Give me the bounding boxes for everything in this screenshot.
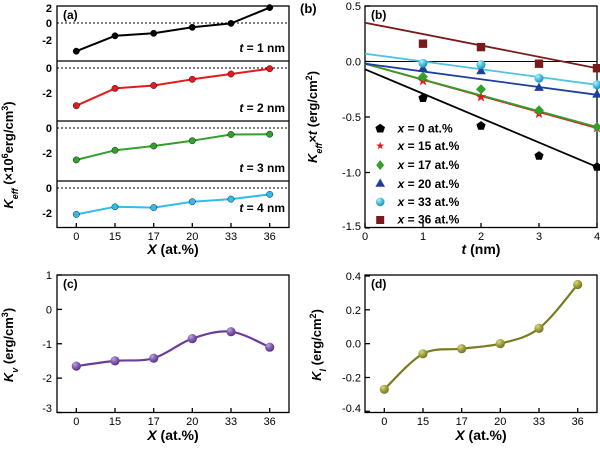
svg-text:36: 36 (264, 231, 276, 243)
svg-text:-2: -2 (42, 88, 52, 100)
svg-text:-2: -2 (42, 35, 52, 47)
svg-text:15: 15 (417, 416, 429, 428)
svg-text:x = 33 at.%: x = 33 at.% (397, 195, 460, 209)
svg-text:2: 2 (46, 3, 52, 15)
svg-text:1: 1 (46, 270, 52, 282)
svg-text:X (at.%): X (at.%) (146, 241, 198, 257)
svg-text:15: 15 (109, 416, 121, 428)
svg-text:x = 20 at.%: x = 20 at.% (397, 177, 460, 191)
svg-text:(c): (c) (63, 277, 78, 291)
svg-text:-1.5: -1.5 (342, 221, 361, 233)
svg-text:t = 1 nm: t = 1 nm (239, 41, 285, 55)
svg-text:1: 1 (420, 231, 426, 243)
svg-text:-2: -2 (42, 208, 52, 220)
svg-text:33: 33 (533, 416, 545, 428)
svg-text:0.0: 0.0 (346, 339, 361, 351)
svg-text:36: 36 (264, 416, 276, 428)
svg-text:0: 0 (46, 183, 52, 195)
svg-text:36: 36 (572, 416, 584, 428)
svg-text:X (at.%): X (at.%) (146, 427, 198, 443)
svg-text:t = 3 nm: t = 3 nm (239, 161, 285, 175)
svg-text:t = 4 nm: t = 4 nm (239, 201, 285, 215)
svg-text:0: 0 (46, 18, 52, 30)
svg-text:15: 15 (109, 231, 121, 243)
svg-text:t (nm): t (nm) (462, 241, 501, 257)
svg-text:0: 0 (73, 231, 79, 243)
svg-text:t = 2 nm: t = 2 nm (239, 101, 285, 115)
svg-text:(b): (b) (300, 1, 317, 16)
svg-text:-2: -2 (42, 148, 52, 160)
svg-text:-0.5: -0.5 (342, 112, 361, 124)
svg-text:-0.2: -0.2 (342, 373, 361, 385)
svg-text:0: 0 (73, 416, 79, 428)
svg-text:-3: -3 (42, 403, 52, 415)
svg-text:33: 33 (225, 416, 237, 428)
svg-text:0: 0 (46, 304, 52, 316)
svg-text:-1.0: -1.0 (342, 168, 361, 180)
svg-text:-2: -2 (42, 373, 52, 385)
svg-text:0.0: 0.0 (346, 57, 361, 69)
svg-text:(d): (d) (371, 277, 386, 291)
svg-text:X (at.%): X (at.%) (454, 427, 506, 443)
svg-text:x = 36 at.%: x = 36 at.% (397, 213, 460, 227)
svg-text:x = 15 at.%: x = 15 at.% (397, 139, 460, 153)
svg-text:x = 17 at.%: x = 17 at.% (397, 158, 460, 172)
svg-text:33: 33 (225, 231, 237, 243)
svg-text:0: 0 (46, 123, 52, 135)
svg-text:-0.4: -0.4 (342, 403, 361, 415)
svg-text:4: 4 (594, 231, 600, 243)
svg-text:0.4: 0.4 (346, 271, 361, 283)
svg-text:-1: -1 (42, 339, 52, 351)
svg-text:0: 0 (362, 231, 368, 243)
svg-text:0.5: 0.5 (346, 1, 361, 13)
svg-text:x = 0 at.%: x = 0 at.% (397, 121, 453, 135)
svg-text:0: 0 (46, 63, 52, 75)
svg-text:(a): (a) (63, 8, 78, 22)
svg-text:(b): (b) (371, 8, 386, 22)
svg-text:3: 3 (536, 231, 542, 243)
svg-text:0.2: 0.2 (346, 305, 361, 317)
svg-text:0: 0 (381, 416, 387, 428)
